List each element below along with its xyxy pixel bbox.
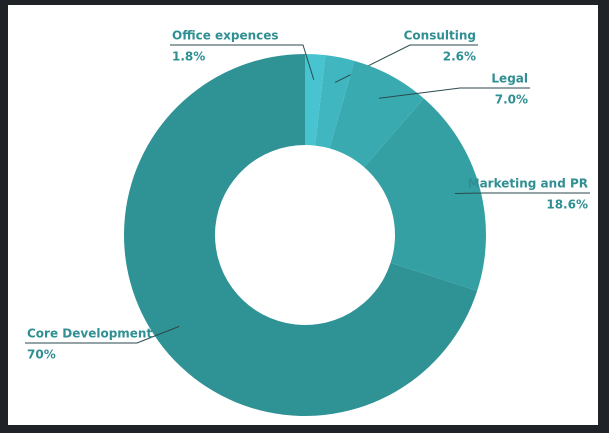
- slice-value-label: 2.6%: [443, 50, 476, 64]
- donut-slice: [124, 54, 478, 417]
- slice-value-label: 7.0%: [495, 93, 528, 107]
- slice-value-label: 70%: [27, 348, 56, 362]
- slice-value-label: 18.6%: [546, 198, 588, 212]
- slice-label: Consulting: [404, 29, 476, 43]
- donut-slice: [364, 98, 486, 291]
- slice-label: Legal: [491, 72, 528, 86]
- donut-slice: [315, 55, 355, 149]
- slice-label: Office expences: [172, 29, 279, 43]
- slice-label: Marketing and PR: [468, 177, 588, 191]
- leader-line: [378, 87, 530, 99]
- slice-label: Core Development: [27, 327, 152, 341]
- leader-line: [170, 44, 315, 80]
- slice-value-label: 1.8%: [172, 50, 205, 64]
- donut-slice: [329, 60, 424, 168]
- donut-slice: [305, 54, 326, 146]
- leader-line: [25, 325, 180, 344]
